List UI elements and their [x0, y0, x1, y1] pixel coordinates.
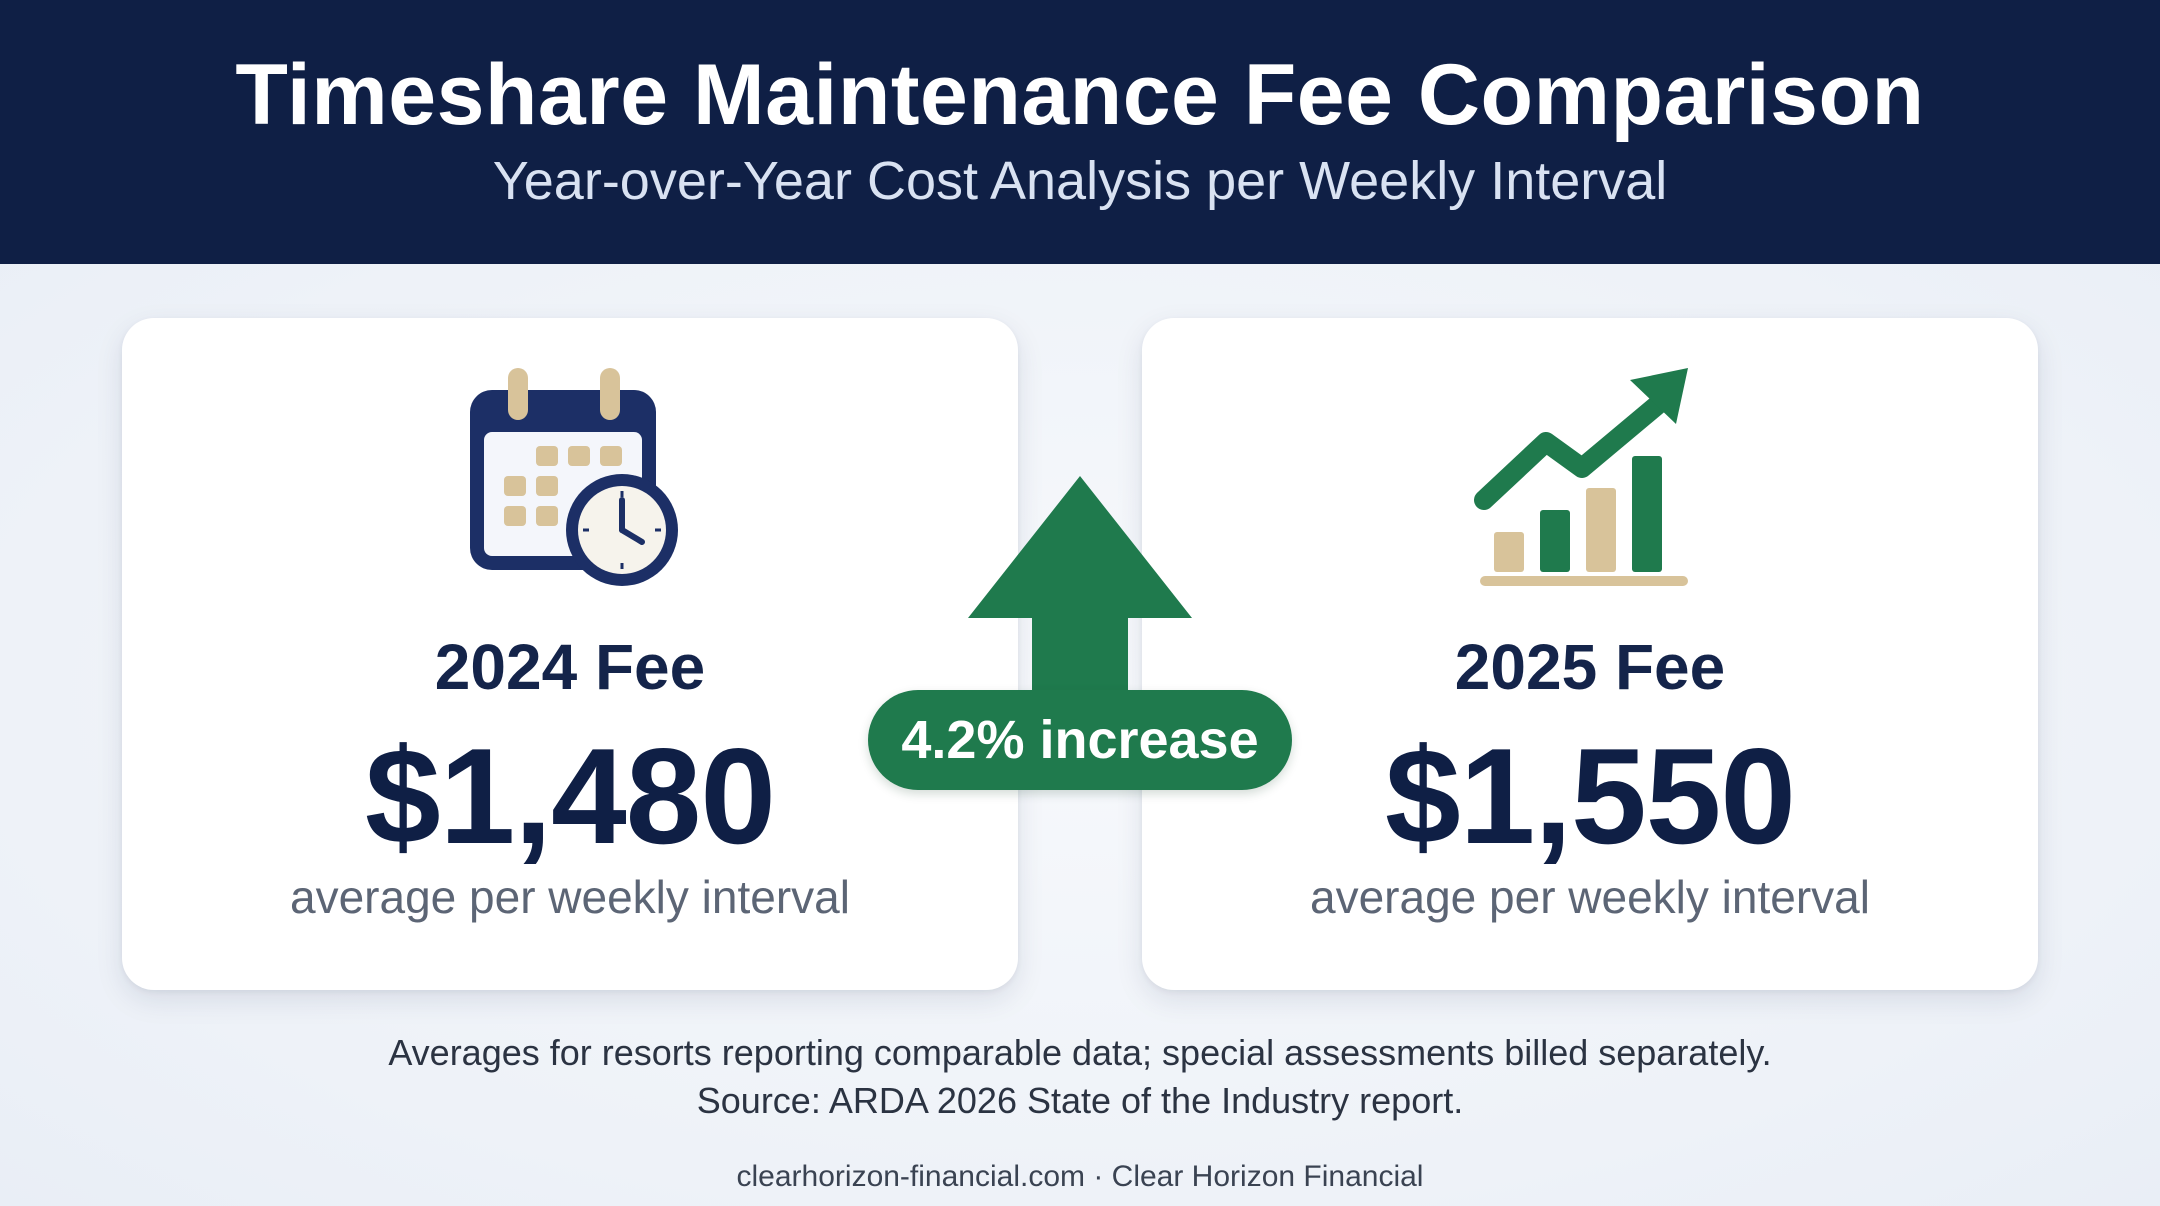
footnote-averages: Averages for resorts reporting comparabl… [388, 1032, 1772, 1073]
up-arrow-icon [968, 476, 1192, 702]
fee-value-2024: $1,480 [365, 720, 776, 872]
fee-card-2025: 2025 Fee $1,550 average per weekly inter… [1142, 318, 2038, 990]
fee-label-2025: 2025 Fee [1454, 631, 1726, 703]
footer-credit: clearhorizon-financial.com · Clear Horiz… [736, 1160, 1424, 1193]
footnote-source: Source: ARDA 2026 State of the Industry … [696, 1080, 1464, 1121]
page-subtitle: Year-over-Year Cost Analysis per Weekly … [492, 151, 1668, 211]
fee-caption-2025: average per weekly interval [1310, 871, 1870, 923]
header-banner: Timeshare Maintenance Fee Comparison Yea… [0, 0, 2160, 264]
growth-chart-icon [1474, 368, 1688, 586]
fee-card-2024: 2024 Fee $1,480 average per weekly inter… [122, 318, 1018, 990]
increase-badge: 4.2% increase [868, 690, 1292, 790]
page-title: Timeshare Maintenance Fee Comparison [235, 47, 1925, 143]
fee-value-2025: $1,550 [1385, 720, 1796, 872]
fee-label-2024: 2024 Fee [434, 631, 706, 703]
calendar-clock-icon [470, 368, 678, 586]
fee-caption-2024: average per weekly interval [290, 871, 850, 923]
